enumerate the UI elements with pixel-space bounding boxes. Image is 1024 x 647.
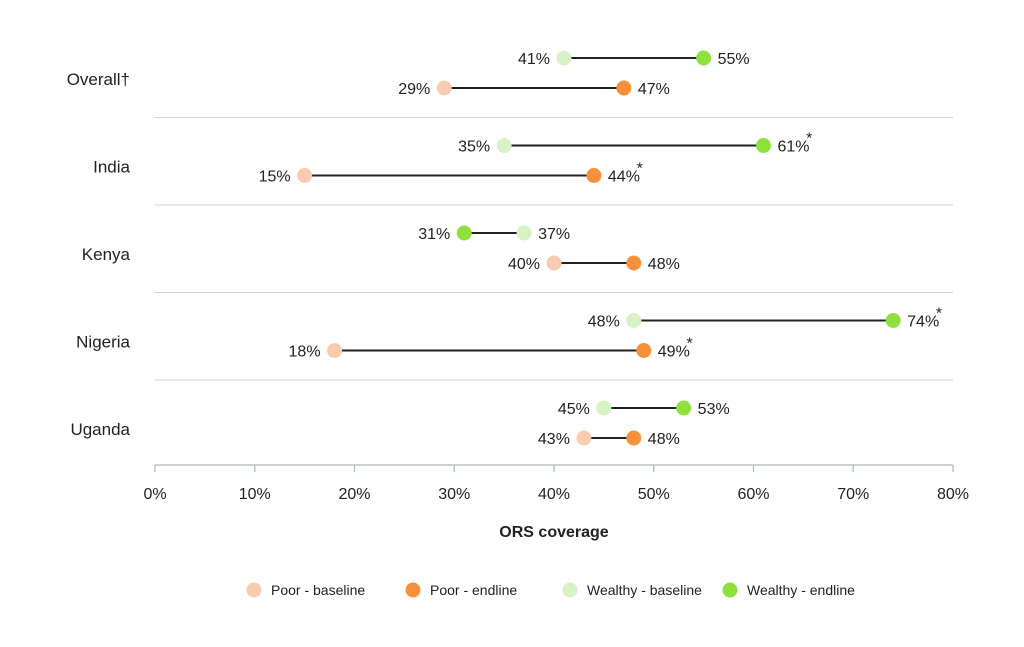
- overall-poor-baseline-marker: [436, 80, 452, 96]
- overall-wealthy-baseline-label: 41%: [518, 51, 550, 68]
- nigeria-wealthy-baseline-marker: [626, 313, 642, 328]
- kenya-poor-endline-label: 48%: [648, 256, 680, 273]
- legend-label-poor-endline: Poor - endline: [430, 582, 517, 598]
- x-tick-label: 40%: [538, 486, 570, 503]
- uganda-wealthy-baseline-marker: [596, 400, 612, 416]
- x-tick-label: 20%: [338, 486, 370, 503]
- nigeria-poor-endline-label: 49%: [658, 344, 690, 361]
- category-label-uganda: Uganda: [70, 420, 130, 439]
- nigeria-wealthy-endline-label: 74%: [907, 314, 939, 331]
- uganda-wealthy-endline-label: 53%: [698, 401, 730, 418]
- nigeria-poor-endline-marker: [636, 343, 652, 358]
- india-poor-endline-label: 44%: [608, 169, 640, 186]
- nigeria-poor-significance-marker: *: [686, 336, 692, 353]
- uganda-poor-baseline-label: 43%: [538, 431, 570, 448]
- legend-marker-poor-endline: [405, 582, 421, 598]
- uganda-wealthy-baseline-label: 45%: [558, 401, 590, 418]
- legend-marker-wealthy-endline: [722, 582, 738, 598]
- category-label-overall: Overall†: [67, 70, 130, 89]
- category-label-nigeria: Nigeria: [76, 333, 130, 352]
- overall-wealthy-endline-label: 55%: [718, 51, 750, 68]
- x-tick-label: 50%: [638, 486, 670, 503]
- india-wealthy-baseline-marker: [496, 138, 512, 153]
- overall-wealthy-baseline-marker: [556, 50, 572, 66]
- kenya-poor-endline-marker: [626, 255, 642, 271]
- legend-marker-wealthy-baseline: [562, 582, 578, 598]
- india-wealthy-endline-marker: [755, 138, 771, 153]
- india-poor-baseline-marker: [297, 168, 313, 183]
- x-tick-label: 0%: [143, 486, 166, 503]
- uganda-poor-endline-marker: [626, 430, 642, 446]
- x-tick-label: 60%: [737, 486, 769, 503]
- uganda-poor-endline-label: 48%: [648, 431, 680, 448]
- legend-label-wealthy-endline: Wealthy - endline: [747, 582, 855, 598]
- nigeria-wealthy-baseline-label: 48%: [588, 314, 620, 331]
- x-axis-title: ORS coverage: [499, 524, 608, 541]
- legend-marker-poor-baseline: [246, 582, 262, 598]
- nigeria-poor-baseline-label: 18%: [289, 344, 321, 361]
- overall-poor-endline-label: 47%: [638, 81, 670, 98]
- uganda-poor-baseline-marker: [576, 430, 592, 446]
- overall-poor-baseline-label: 29%: [398, 81, 430, 98]
- legend-label-poor-baseline: Poor - baseline: [271, 582, 365, 598]
- nigeria-wealthy-significance-marker: *: [936, 306, 942, 323]
- kenya-wealthy-baseline-marker: [516, 225, 532, 241]
- legend-label-wealthy-baseline: Wealthy - baseline: [587, 582, 702, 598]
- india-poor-significance-marker: *: [637, 161, 643, 178]
- kenya-wealthy-endline-marker: [456, 225, 472, 241]
- india-wealthy-baseline-label: 35%: [458, 139, 490, 156]
- nigeria-poor-baseline-marker: [327, 343, 343, 358]
- kenya-wealthy-endline-label: 31%: [418, 226, 450, 243]
- kenya-poor-baseline-marker: [546, 255, 562, 271]
- india-poor-baseline-label: 15%: [259, 169, 291, 186]
- overall-wealthy-endline-marker: [696, 50, 712, 66]
- nigeria-wealthy-endline-marker: [885, 313, 901, 328]
- x-tick-label: 70%: [837, 486, 869, 503]
- x-tick-label: 10%: [239, 486, 271, 503]
- x-tick-label: 80%: [937, 486, 969, 503]
- india-wealthy-significance-marker: *: [806, 131, 812, 148]
- overall-poor-endline-marker: [616, 80, 632, 96]
- uganda-wealthy-endline-marker: [676, 400, 692, 416]
- india-wealthy-endline-label: 61%: [777, 139, 809, 156]
- kenya-poor-baseline-label: 40%: [508, 256, 540, 273]
- x-tick-label: 30%: [438, 486, 470, 503]
- category-label-india: India: [93, 158, 130, 177]
- india-poor-endline-marker: [586, 168, 602, 183]
- kenya-wealthy-baseline-label: 37%: [538, 226, 570, 243]
- category-label-kenya: Kenya: [82, 245, 131, 264]
